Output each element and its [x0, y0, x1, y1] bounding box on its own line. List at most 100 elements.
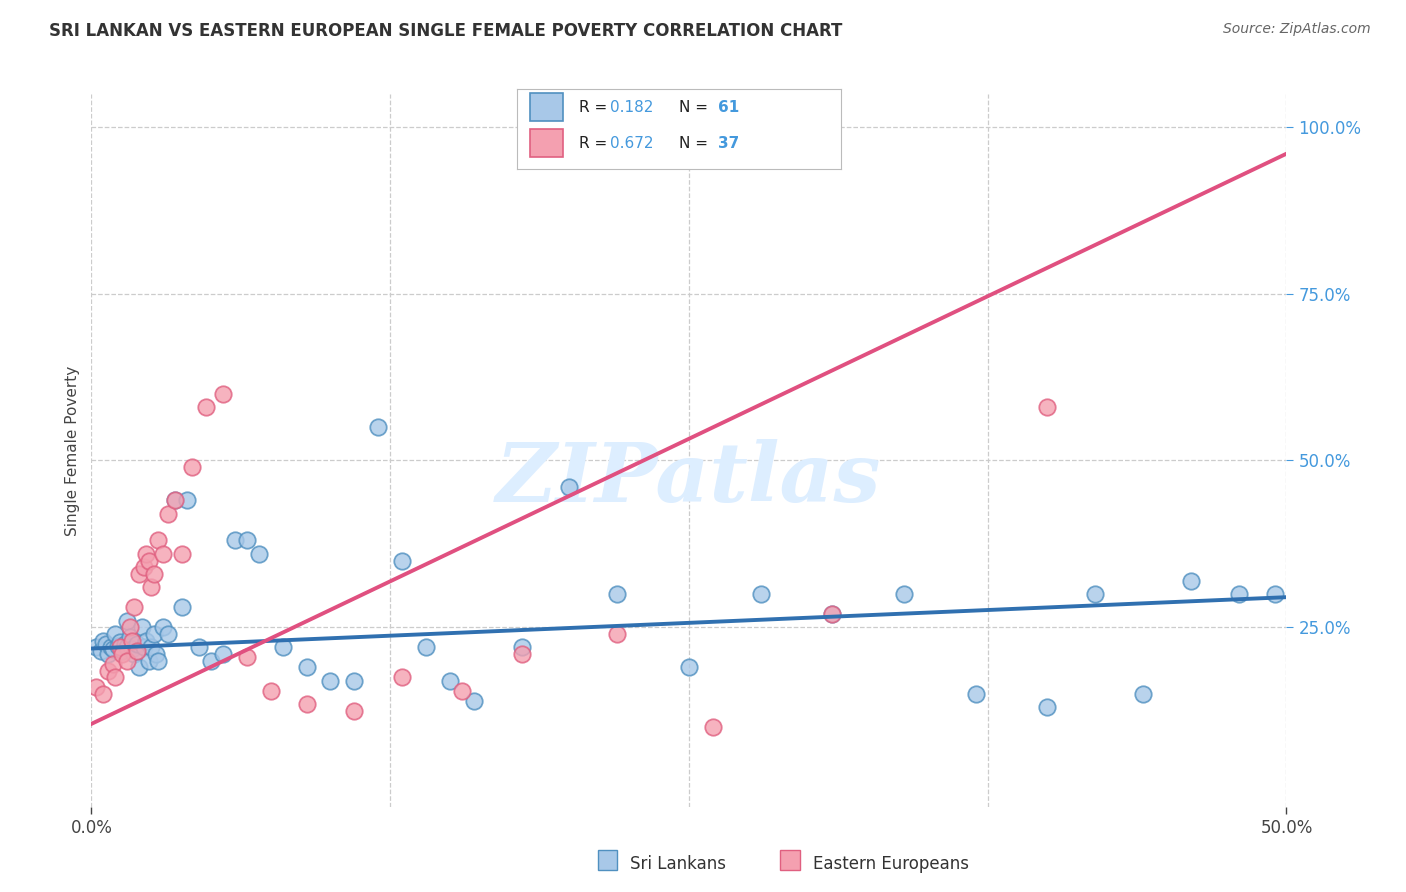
Point	[101, 641, 124, 656]
Point	[90, 643, 112, 657]
Point	[343, 673, 366, 688]
Point	[211, 647, 233, 661]
Point	[271, 640, 294, 655]
Point	[111, 643, 134, 657]
Point	[115, 614, 138, 628]
Point	[1264, 587, 1286, 601]
Point	[104, 627, 127, 641]
Point	[439, 673, 461, 688]
Point	[195, 400, 218, 414]
Point	[108, 635, 131, 649]
Point	[163, 493, 186, 508]
Point	[295, 660, 318, 674]
FancyBboxPatch shape	[530, 129, 562, 157]
Point	[1036, 400, 1059, 414]
Point	[141, 580, 162, 594]
Point	[115, 640, 138, 655]
Point	[200, 654, 222, 668]
Text: Eastern Europeans: Eastern Europeans	[813, 855, 969, 873]
Point	[295, 697, 318, 711]
Point	[148, 654, 170, 668]
Point	[187, 640, 211, 655]
Text: N =: N =	[679, 100, 713, 115]
Point	[125, 637, 148, 651]
Point	[172, 600, 194, 615]
Point	[247, 547, 270, 561]
Point	[132, 560, 155, 574]
Point	[124, 600, 146, 615]
Point	[606, 587, 628, 601]
Point	[391, 670, 413, 684]
Point	[111, 647, 134, 661]
Point	[84, 680, 107, 694]
Point	[415, 640, 437, 655]
Point	[114, 637, 136, 651]
Point	[463, 693, 485, 707]
Y-axis label: Single Female Poverty: Single Female Poverty	[65, 366, 80, 535]
Point	[965, 687, 987, 701]
Point	[606, 627, 628, 641]
Point	[94, 637, 117, 651]
Point	[235, 650, 259, 665]
Point	[93, 633, 114, 648]
Point	[343, 704, 366, 718]
Point	[367, 420, 389, 434]
Point	[97, 664, 120, 678]
Point	[135, 633, 157, 648]
Point	[156, 507, 179, 521]
Point	[107, 639, 129, 653]
Point	[145, 647, 167, 661]
Point	[176, 493, 198, 508]
Point	[172, 547, 194, 561]
Point	[97, 647, 120, 661]
Point	[131, 620, 153, 634]
Point	[121, 633, 143, 648]
FancyBboxPatch shape	[530, 93, 562, 121]
Point	[180, 460, 202, 475]
Point	[749, 587, 772, 601]
Text: ZIPatlas: ZIPatlas	[496, 439, 882, 519]
Point	[510, 647, 533, 661]
Text: 0.182: 0.182	[610, 100, 652, 115]
Point	[101, 657, 124, 671]
Text: Source: ZipAtlas.com: Source: ZipAtlas.com	[1223, 22, 1371, 37]
Point	[391, 553, 413, 567]
Text: 37: 37	[718, 136, 740, 152]
Point	[128, 566, 150, 581]
Text: Sri Lankans: Sri Lankans	[630, 855, 725, 873]
Point	[558, 480, 581, 494]
Point	[678, 660, 700, 674]
Point	[135, 547, 157, 561]
Point	[124, 647, 146, 661]
Point	[138, 654, 160, 668]
Point	[1036, 700, 1059, 714]
Point	[1132, 687, 1154, 701]
Point	[163, 493, 186, 508]
Point	[118, 620, 141, 634]
Point	[821, 607, 844, 621]
Point	[100, 640, 122, 655]
Point	[115, 654, 138, 668]
Point	[224, 533, 246, 548]
Point	[84, 640, 107, 655]
Point	[211, 386, 233, 401]
Point	[235, 533, 259, 548]
Point	[152, 620, 174, 634]
Point	[510, 640, 533, 655]
Point	[138, 553, 160, 567]
Point	[148, 533, 170, 548]
Point	[141, 640, 162, 655]
Point	[142, 566, 165, 581]
Point	[132, 640, 155, 655]
Text: R =: R =	[579, 136, 612, 152]
Point	[121, 641, 143, 656]
Point	[142, 627, 165, 641]
Text: N =: N =	[679, 136, 713, 152]
Point	[450, 683, 472, 698]
Point	[893, 587, 915, 601]
Point	[104, 670, 127, 684]
Point	[125, 643, 148, 657]
Text: SRI LANKAN VS EASTERN EUROPEAN SINGLE FEMALE POVERTY CORRELATION CHART: SRI LANKAN VS EASTERN EUROPEAN SINGLE FE…	[49, 22, 842, 40]
Point	[118, 630, 141, 644]
Point	[702, 720, 724, 734]
